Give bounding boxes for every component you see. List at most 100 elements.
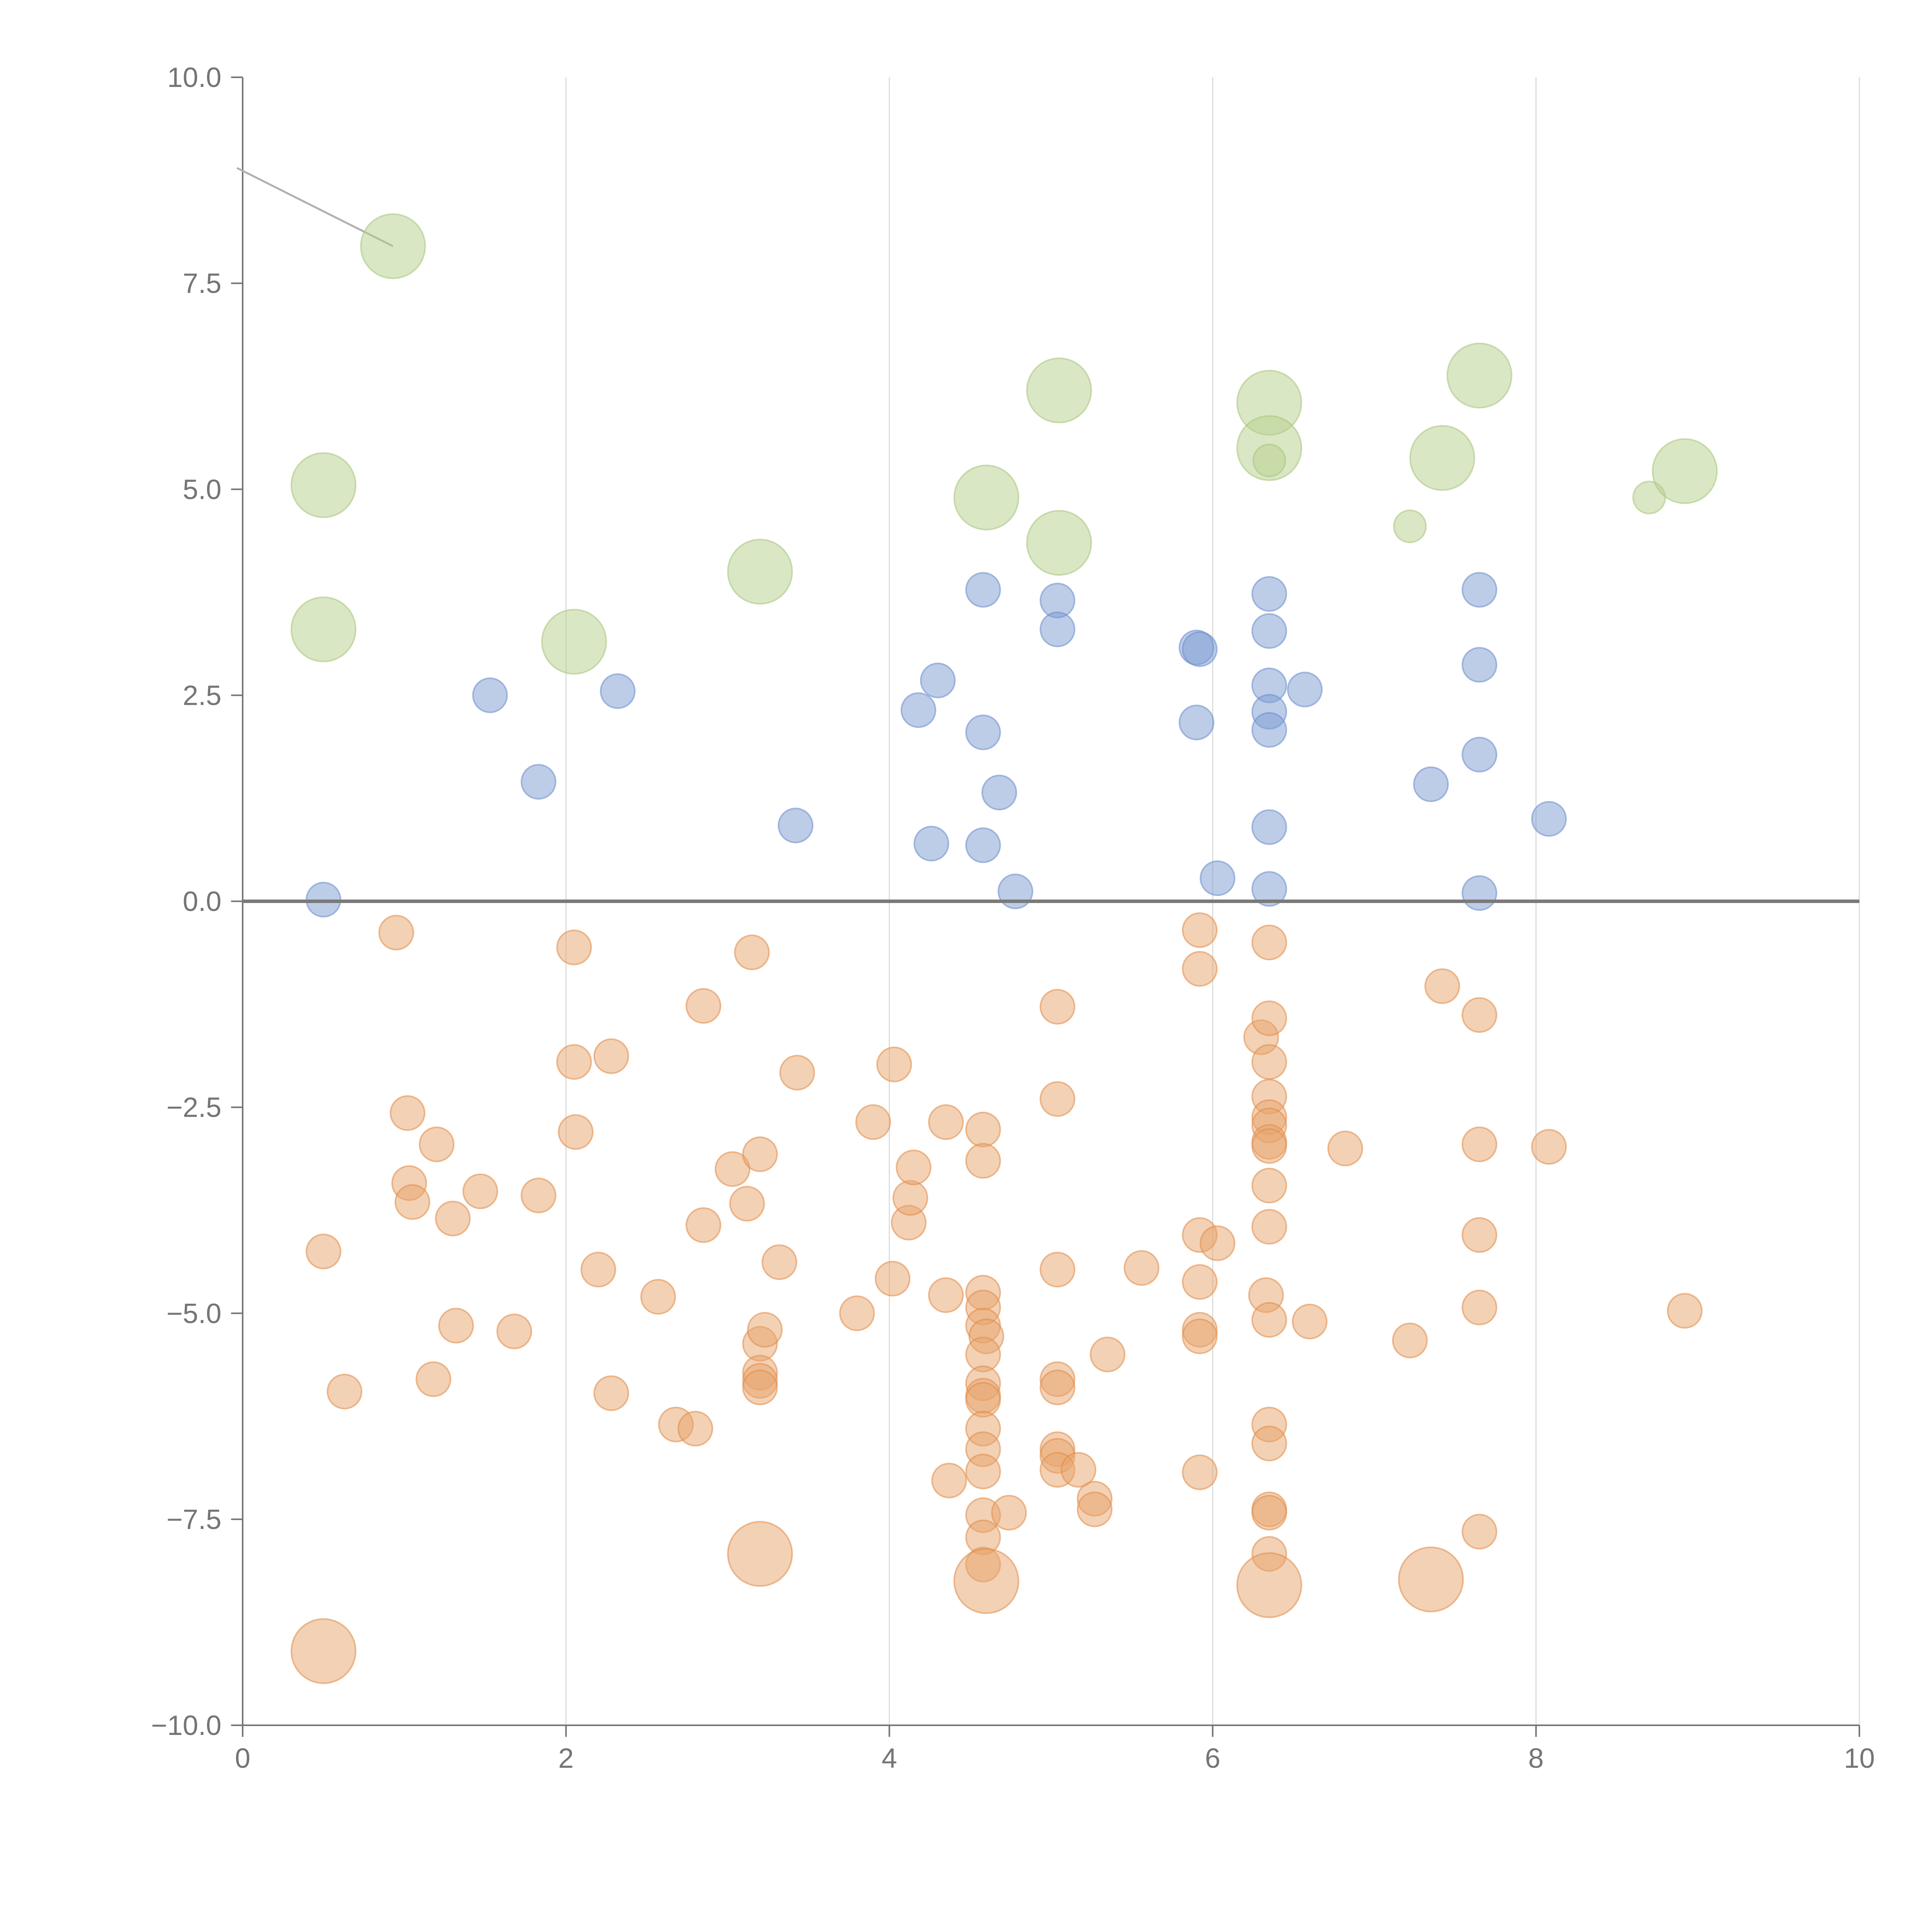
orange-point: [593, 1375, 629, 1411]
green-point: [291, 596, 357, 662]
orange-point: [378, 915, 414, 951]
orange-point: [1251, 1425, 1287, 1461]
x-tick-label: 4: [882, 1743, 897, 1774]
orange-point: [395, 1184, 430, 1220]
orange-point: [1398, 1546, 1464, 1612]
orange-point: [1667, 1293, 1703, 1329]
orange-point: [1392, 1322, 1428, 1359]
orange-point: [747, 1312, 783, 1348]
orange-point: [876, 1046, 912, 1082]
orange-point: [1531, 1129, 1567, 1165]
blue-point: [1251, 712, 1287, 748]
green-point: [953, 464, 1019, 531]
blue-point: [472, 677, 508, 713]
orange-point: [892, 1180, 929, 1216]
orange-point: [558, 1114, 594, 1150]
green-point: [1026, 357, 1092, 423]
orange-point: [1251, 1168, 1287, 1204]
orange-point: [734, 934, 770, 970]
green-point: [291, 452, 357, 518]
blue-point: [920, 662, 956, 699]
orange-point: [991, 1495, 1027, 1531]
blue-point: [1251, 613, 1287, 649]
orange-point: [438, 1308, 474, 1344]
orange-point: [556, 929, 592, 966]
orange-point: [593, 1038, 629, 1074]
orange-point: [727, 1521, 793, 1587]
blue-point: [1251, 871, 1287, 907]
orange-point: [327, 1374, 362, 1410]
orange-point: [714, 1151, 750, 1187]
blue-point: [1531, 801, 1567, 837]
orange-point: [1090, 1337, 1126, 1372]
orange-point: [677, 1411, 713, 1447]
orange-point: [1199, 1225, 1236, 1261]
orange-point: [928, 1277, 964, 1313]
blue-point: [913, 826, 949, 862]
blue-point: [900, 692, 937, 728]
blue-point: [1461, 647, 1497, 683]
blue-point: [981, 774, 1017, 811]
green-point: [1409, 425, 1475, 491]
data-points: [291, 213, 1718, 1684]
orange-point: [1251, 1044, 1287, 1080]
orange-point: [1236, 1552, 1303, 1618]
blue-point: [1461, 736, 1497, 773]
orange-point: [1251, 1209, 1287, 1245]
x-tick-label: 8: [1528, 1743, 1544, 1774]
orange-point: [953, 1548, 1019, 1614]
orange-point: [839, 1295, 875, 1331]
blue-point: [1461, 875, 1497, 911]
green-point: [1026, 510, 1092, 576]
orange-point: [1039, 989, 1075, 1025]
orange-point: [1461, 1126, 1497, 1162]
orange-point: [389, 1095, 425, 1131]
orange-point: [1424, 968, 1460, 1004]
blue-point: [1199, 860, 1236, 896]
blue-point: [600, 673, 636, 709]
orange-point: [556, 1044, 592, 1080]
x-tick-label: 2: [558, 1743, 574, 1774]
orange-point: [1461, 1217, 1497, 1253]
orange-point: [1039, 1081, 1075, 1117]
green-point: [1393, 509, 1427, 543]
blue-point: [1039, 611, 1075, 647]
green-point: [360, 213, 426, 279]
orange-point: [779, 1054, 815, 1091]
orange-point: [685, 1207, 721, 1243]
orange-point: [1461, 1289, 1497, 1326]
y-tick-label: 0.0: [183, 886, 221, 917]
orange-point: [1251, 1495, 1287, 1531]
green-point: [727, 539, 793, 605]
orange-point: [742, 1136, 778, 1172]
y-tick-label: −5.0: [167, 1298, 221, 1329]
blue-point: [1251, 809, 1287, 845]
orange-point: [462, 1173, 498, 1209]
orange-point: [306, 1233, 342, 1270]
orange-point: [418, 1126, 455, 1162]
blue-point: [1461, 572, 1497, 608]
orange-point: [1461, 997, 1497, 1033]
orange-point: [415, 1361, 451, 1397]
orange-point: [496, 1313, 532, 1349]
blue-point: [965, 572, 1001, 608]
orange-point: [1461, 1514, 1497, 1550]
orange-point: [1182, 1454, 1218, 1490]
orange-point: [435, 1201, 471, 1236]
orange-point: [874, 1260, 911, 1297]
orange-point: [928, 1104, 964, 1140]
orange-point: [580, 1252, 616, 1287]
orange-point: [1039, 1252, 1075, 1287]
y-tick-label: 7.5: [183, 268, 221, 299]
orange-point: [1251, 924, 1287, 961]
orange-point: [1182, 951, 1218, 987]
y-tick-label: −10.0: [151, 1710, 221, 1741]
orange-point: [742, 1369, 778, 1405]
orange-point: [1327, 1131, 1363, 1167]
orange-point: [931, 1463, 967, 1498]
orange-point: [855, 1104, 891, 1140]
blue-point: [1179, 704, 1214, 740]
orange-point: [1060, 1452, 1097, 1488]
y-tick-label: 2.5: [183, 680, 221, 711]
y-tick-label: −2.5: [167, 1092, 221, 1123]
